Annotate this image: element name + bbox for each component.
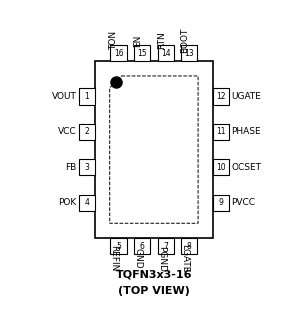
Bar [110,45,127,61]
Text: LGATE: LGATE [180,244,189,273]
Bar [79,195,95,211]
Text: 15: 15 [137,49,147,58]
Bar [157,45,174,61]
Bar [213,124,229,140]
Text: REFIN: REFIN [110,245,118,272]
Text: UGATE: UGATE [231,92,261,101]
Text: 8: 8 [187,242,192,251]
Bar [79,159,95,175]
Text: TON: TON [110,31,118,50]
Text: FB: FB [65,163,76,172]
Text: 1: 1 [84,92,89,101]
Text: 2: 2 [84,128,89,137]
Text: TQFN3x3-16: TQFN3x3-16 [116,270,192,280]
Bar [181,45,197,61]
Text: POK: POK [58,198,76,207]
Bar [134,45,150,61]
Bar [110,238,127,254]
Bar [213,195,229,211]
Text: VOUT: VOUT [52,92,76,101]
Text: EN: EN [133,35,142,47]
Text: (TOP VIEW): (TOP VIEW) [118,286,190,296]
Text: 9: 9 [218,198,223,207]
Text: 12: 12 [216,92,226,101]
Bar [79,124,95,140]
Text: 6: 6 [140,242,144,251]
Bar [213,159,229,175]
Text: PVCC: PVCC [231,198,255,207]
Text: OCSET: OCSET [231,163,261,172]
Text: GND: GND [133,248,142,269]
Bar [79,88,95,105]
Text: 10: 10 [216,163,226,172]
Text: 7: 7 [163,242,168,251]
Text: PHASE: PHASE [231,128,261,137]
Text: 11: 11 [216,128,226,137]
Text: 13: 13 [184,49,194,58]
Text: 5: 5 [116,242,121,251]
Text: 4: 4 [84,198,89,207]
Text: RTN: RTN [157,32,166,49]
Text: PGND: PGND [157,246,166,272]
Bar [134,238,150,254]
Text: VCC: VCC [58,128,76,137]
Bar [181,238,197,254]
Text: BOOT: BOOT [180,28,189,53]
Text: 14: 14 [161,49,170,58]
Text: 3: 3 [84,163,89,172]
Text: 16: 16 [114,49,123,58]
Bar [213,88,229,105]
Bar [95,61,213,238]
Bar [157,238,174,254]
